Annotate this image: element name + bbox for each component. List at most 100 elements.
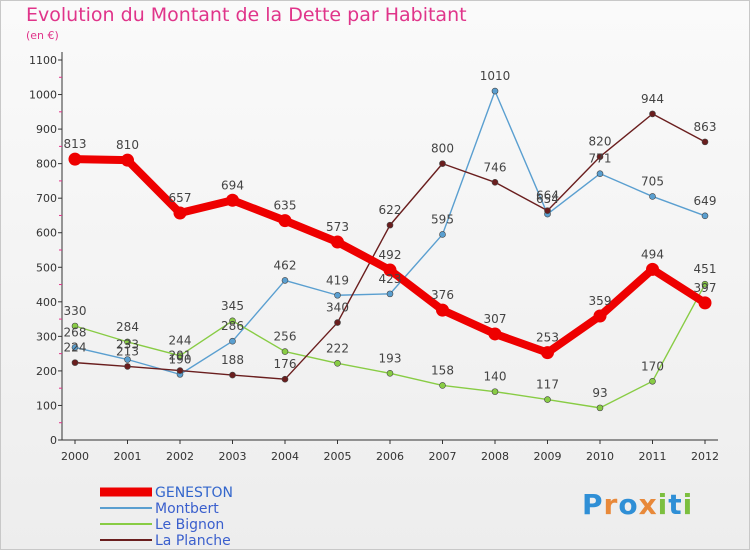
- data-point: [544, 396, 551, 403]
- data-label: 140: [484, 370, 507, 384]
- data-point: [334, 319, 341, 326]
- data-point: [331, 235, 344, 249]
- data-label: 359: [589, 294, 612, 308]
- y-tick-label: 400: [36, 296, 57, 309]
- legend-label: GENESTON: [155, 485, 233, 501]
- data-label: 233: [116, 338, 139, 352]
- data-label: 284: [116, 320, 139, 334]
- data-label: 820: [589, 135, 612, 149]
- y-tick-label: 100: [36, 399, 57, 412]
- logo-letter: i: [657, 488, 669, 521]
- logo-letter: i: [682, 488, 694, 521]
- y-tick-label: 600: [36, 227, 57, 240]
- y-tick-label: 200: [36, 365, 57, 378]
- data-point: [596, 170, 604, 177]
- data-point: [124, 356, 131, 363]
- y-tick-label: 500: [36, 261, 57, 274]
- data-label: 423: [379, 272, 402, 286]
- data-label: 253: [536, 331, 559, 345]
- data-point: [491, 388, 499, 395]
- data-label: 813: [64, 137, 87, 151]
- data-point: [229, 317, 236, 325]
- data-label: 622: [379, 203, 402, 217]
- data-point: [488, 327, 502, 341]
- data-label: 93: [592, 386, 607, 400]
- y-tick-label: 0: [50, 434, 57, 447]
- data-label: 222: [326, 341, 349, 355]
- logo-letter: r: [603, 488, 619, 521]
- data-label: 595: [431, 212, 454, 226]
- x-tick-label: 2001: [114, 450, 142, 463]
- data-label: 256: [274, 330, 297, 344]
- data-point: [436, 303, 449, 317]
- x-tick-label: 2006: [376, 450, 404, 463]
- data-point: [226, 193, 239, 207]
- x-tick-label: 2007: [429, 450, 457, 463]
- data-point: [596, 404, 604, 412]
- data-label: 268: [64, 325, 87, 339]
- data-label: 188: [221, 353, 244, 367]
- data-point: [383, 263, 397, 277]
- data-label: 330: [64, 304, 87, 318]
- data-label: 1010: [480, 69, 511, 83]
- data-point: [124, 338, 131, 346]
- x-tick-label: 2011: [639, 450, 667, 463]
- data-label: 746: [484, 160, 507, 174]
- data-label: 201: [169, 349, 192, 363]
- x-tick-label: 2008: [481, 450, 509, 463]
- data-point: [544, 207, 551, 214]
- data-point: [439, 160, 446, 167]
- data-label: 649: [694, 194, 717, 208]
- data-point: [281, 375, 289, 383]
- legend-label: Montbert: [155, 501, 219, 517]
- data-point: [701, 212, 709, 220]
- x-tick-label: 2002: [166, 450, 194, 463]
- data-label: 117: [536, 378, 559, 392]
- data-point: [121, 153, 134, 167]
- logo-letter: t: [668, 488, 683, 521]
- data-point: [649, 110, 656, 118]
- data-label: 462: [274, 258, 297, 272]
- data-label: 810: [116, 138, 139, 152]
- data-label: 705: [641, 174, 664, 188]
- data-point: [173, 206, 187, 220]
- y-tick-label: 1000: [29, 89, 57, 102]
- data-label: 863: [694, 120, 717, 134]
- data-label: 286: [221, 319, 244, 333]
- data-point: [281, 348, 289, 355]
- x-tick-label: 2010: [586, 450, 614, 463]
- series-line-montbert: [74, 90, 706, 376]
- data-label: 213: [116, 344, 139, 358]
- data-point: [68, 152, 82, 166]
- data-point: [701, 138, 709, 146]
- data-point: [649, 377, 656, 385]
- x-tick-label: 2005: [324, 450, 352, 463]
- data-point: [334, 360, 341, 367]
- legend-label: Le Bignon: [155, 517, 224, 533]
- data-point: [229, 371, 236, 379]
- data-label: 494: [641, 247, 664, 261]
- data-label: 451: [694, 262, 717, 276]
- data-label: 573: [326, 220, 349, 234]
- y-tick-label: 300: [36, 330, 57, 343]
- data-label: 771: [589, 152, 612, 166]
- data-label: 340: [326, 301, 349, 315]
- y-tick-label: 700: [36, 192, 57, 205]
- data-point: [176, 352, 184, 360]
- data-point: [541, 346, 554, 360]
- data-point: [439, 382, 446, 389]
- data-label: 307: [484, 312, 507, 326]
- logo-letter: P: [582, 488, 604, 521]
- data-point: [71, 322, 79, 330]
- data-label: 158: [431, 363, 454, 377]
- data-point: [646, 262, 659, 276]
- data-label: 657: [169, 191, 192, 205]
- chart-subtitle: (en €): [26, 29, 59, 42]
- data-label: 244: [169, 334, 192, 348]
- data-label: 419: [326, 273, 349, 287]
- y-tick-label: 900: [36, 123, 57, 136]
- y-tick-label: 1100: [29, 54, 57, 67]
- data-point: [491, 87, 499, 95]
